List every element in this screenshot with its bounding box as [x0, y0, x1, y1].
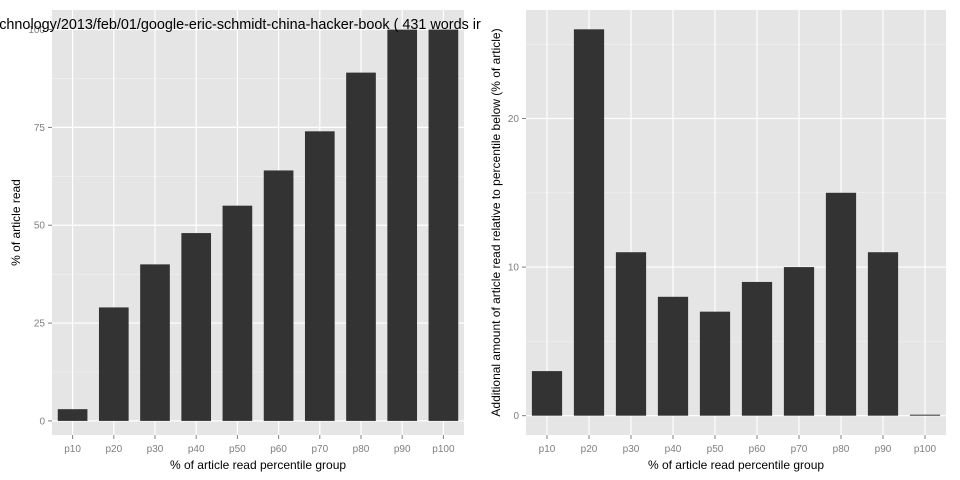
x-tick-label: p10 [64, 444, 81, 455]
x-tick-label: p40 [188, 444, 205, 455]
y-tick-label: 100 [28, 25, 45, 36]
x-tick-label: p80 [833, 444, 850, 455]
chart-title: chnology/2013/feb/01/google-eric-schmidt… [0, 17, 481, 33]
x-tick-label: p90 [875, 444, 892, 455]
y-tick-label: 50 [34, 221, 46, 232]
x-tick-label: p100 [432, 444, 455, 455]
bar-p80 [346, 72, 376, 421]
x-tick-label: p30 [147, 444, 164, 455]
x-tick-label: p80 [353, 444, 370, 455]
bar-p60 [741, 281, 773, 416]
x-axis-label: % of article read percentile group [170, 458, 346, 472]
y-tick-label: 75 [34, 123, 46, 134]
bar-p60 [263, 170, 294, 421]
x-tick-label: p20 [105, 444, 122, 455]
x-tick-label: p60 [749, 444, 766, 455]
y-tick-label: 20 [508, 114, 520, 125]
bar-p30 [140, 264, 170, 421]
bar-p20 [98, 307, 129, 421]
bar-p90 [867, 252, 899, 416]
x-tick-label: p40 [665, 444, 682, 455]
chart-panel-2: 0 10 20 p10 p20 p30 p40 p50 p60 p70 p80 p90 p100 % of… [489, 10, 946, 472]
x-tick-label: p30 [623, 444, 640, 455]
bar-p100 [428, 29, 459, 421]
x-tick-label: p10 [539, 444, 556, 455]
bar-p10 [57, 409, 88, 421]
bar-p70 [783, 267, 815, 416]
bar-p50 [222, 205, 253, 421]
bar-p10 [531, 371, 563, 416]
x-tick-label: p70 [791, 444, 808, 455]
y-tick-label: 0 [513, 411, 519, 422]
bar-p80 [825, 192, 857, 416]
bar-p90 [387, 29, 418, 421]
x-tick-label: p100 [914, 444, 937, 455]
y-axis-label: Additional amount of article read relati… [489, 28, 503, 416]
x-tick-label: p90 [394, 444, 411, 455]
bar-p40 [181, 233, 212, 421]
y-tick-label: 0 [39, 416, 45, 427]
y-axis-label: % of article read [9, 179, 23, 266]
bar-p30 [615, 252, 647, 416]
x-tick-label: p20 [581, 444, 598, 455]
x-axis-label: % of article read percentile group [648, 458, 824, 472]
chart-panel-1: 0 25 50 75 100 p10 p20 p30 p40 p50 p60 p70 p80 p90 p10… [0, 10, 481, 472]
x-tick-label: p50 [707, 444, 724, 455]
y-tick-label: 25 [34, 319, 46, 330]
x-tick-label: p70 [311, 444, 328, 455]
y-tick-label: 10 [508, 263, 520, 274]
bar-p40 [657, 296, 689, 416]
bar-p50 [699, 311, 731, 416]
bar-p20 [573, 29, 605, 416]
x-tick-label: p60 [270, 444, 287, 455]
bar-p70 [304, 131, 335, 421]
x-tick-label: p50 [229, 444, 246, 455]
bar-p100 [909, 414, 941, 416]
